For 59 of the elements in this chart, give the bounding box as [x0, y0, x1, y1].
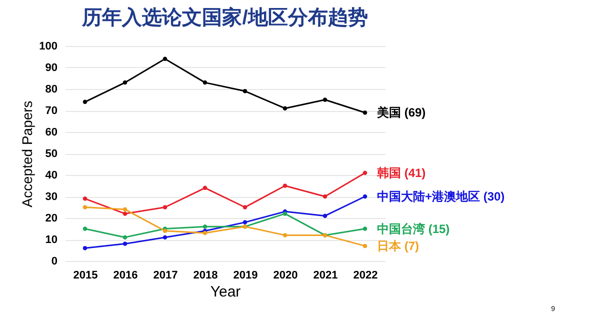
x-tick-label: 2021	[313, 270, 338, 282]
series-label: 日本 (7)	[377, 238, 420, 253]
y-tick-label: 50	[45, 148, 58, 160]
y-tick-label: 30	[45, 191, 58, 203]
y-tick-label: 20	[45, 212, 58, 224]
point	[162, 205, 168, 210]
point	[242, 205, 248, 210]
point	[362, 110, 368, 115]
y-tick-label: 40	[45, 170, 58, 182]
x-tick-label: 2022	[353, 270, 378, 282]
point	[82, 100, 88, 104]
point	[122, 242, 128, 246]
point	[82, 196, 88, 201]
series-label: 韩国 (41)	[376, 166, 426, 180]
x-tick-label: 2018	[193, 270, 218, 282]
point	[282, 212, 288, 216]
y-tick-label: 10	[45, 234, 58, 246]
point	[282, 233, 288, 238]
point	[82, 246, 88, 250]
point	[322, 98, 328, 102]
point	[202, 186, 208, 190]
series-label: 中国大陆+港澳地区 (30)	[377, 190, 505, 204]
x-tick-label: 2017	[153, 270, 178, 282]
point	[362, 194, 368, 199]
point	[122, 235, 128, 240]
y-tick-label: 70	[45, 105, 58, 117]
point	[202, 80, 208, 85]
point	[282, 106, 288, 110]
point	[322, 194, 328, 199]
y-axis-title: Accepted Papers	[19, 100, 36, 208]
x-tick-label: 2015	[73, 270, 98, 282]
y-tick-label: 80	[45, 84, 58, 96]
point	[122, 212, 128, 216]
point	[282, 184, 288, 188]
point	[362, 226, 368, 231]
x-axis-title: Year	[210, 284, 241, 300]
y-tick-label: 0	[51, 256, 58, 268]
point	[122, 80, 128, 85]
point	[82, 205, 88, 210]
y-tick-label: 100	[39, 40, 58, 52]
point	[362, 244, 368, 248]
point	[322, 214, 328, 218]
point	[242, 220, 248, 224]
point	[362, 170, 368, 175]
point	[122, 207, 128, 212]
point	[162, 228, 168, 234]
point	[202, 224, 208, 229]
series-label: 美国 (69)	[376, 106, 426, 120]
chart-title: 历年入选论文国家/地区分布趋势	[81, 6, 368, 29]
point	[162, 235, 168, 240]
point	[242, 89, 248, 94]
y-tick-label: 90	[45, 62, 58, 74]
series-label: 中国台湾 (15)	[377, 222, 450, 236]
point	[162, 56, 168, 62]
x-tick-label: 2019	[233, 270, 258, 282]
x-tick-label: 2016	[113, 270, 138, 282]
point	[82, 226, 88, 231]
x-tick-label: 2020	[273, 270, 298, 282]
y-tick-label: 60	[45, 126, 58, 138]
